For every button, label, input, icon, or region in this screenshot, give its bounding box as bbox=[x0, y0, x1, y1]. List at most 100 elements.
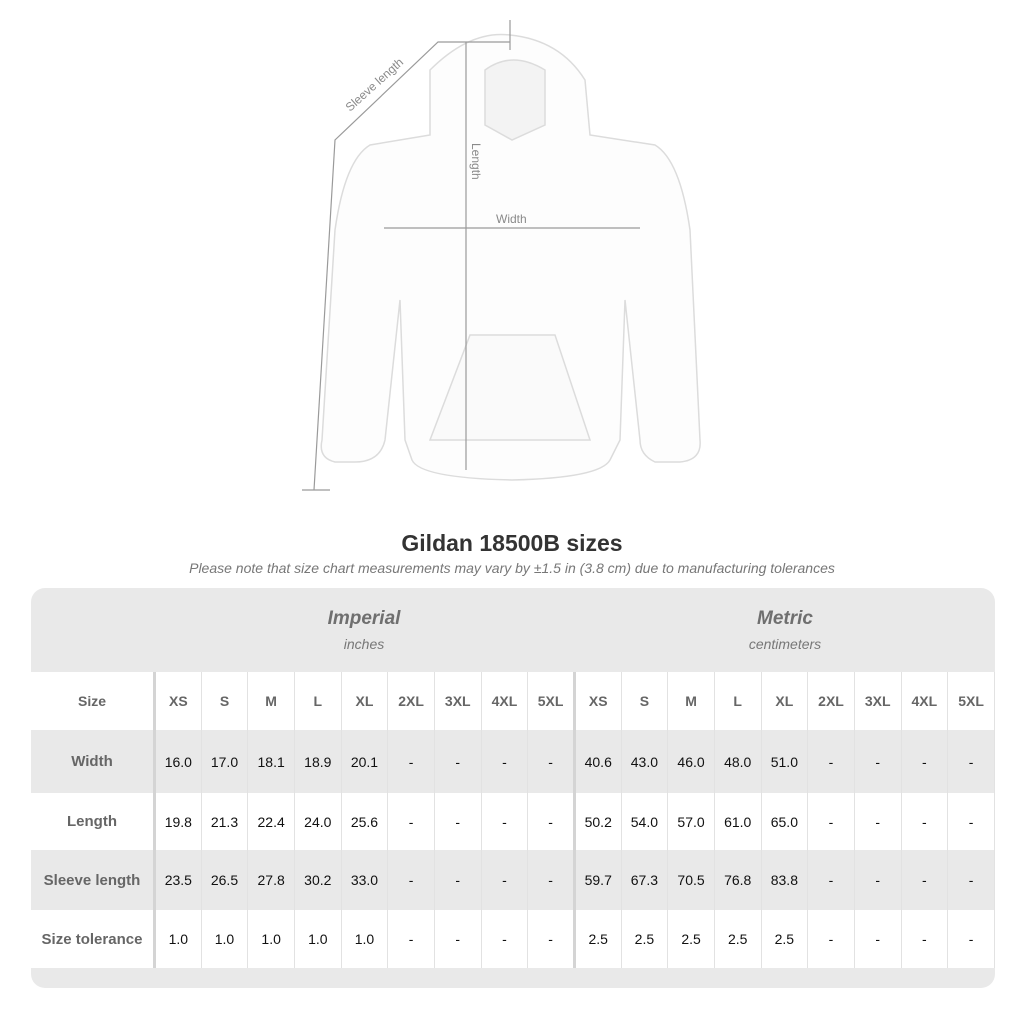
metric-size-header: M bbox=[667, 672, 715, 730]
metric-size-header: S bbox=[621, 672, 669, 730]
metric-value: - bbox=[854, 730, 902, 793]
chart-title: Gildan 18500B sizes bbox=[401, 530, 623, 556]
metric-value: 70.5 bbox=[667, 850, 715, 910]
metric-value: 46.0 bbox=[667, 730, 715, 793]
metric-value: 76.8 bbox=[714, 850, 762, 910]
imperial-value: - bbox=[434, 850, 482, 910]
imperial-value: 18.1 bbox=[247, 730, 295, 793]
size-table: Size XS S M L XL 2XL 3XL 4XL 5XL XS S M L XL 2XL 3XL 4XL 5… bbox=[31, 672, 995, 968]
imperial-size-header: 5XL bbox=[527, 672, 576, 730]
metric-value: - bbox=[947, 730, 995, 793]
imperial-value: 19.8 bbox=[154, 793, 202, 850]
imperial-value: - bbox=[527, 793, 576, 850]
imperial-value: 1.0 bbox=[247, 910, 295, 968]
imperial-value: - bbox=[481, 793, 529, 850]
imperial-value: 24.0 bbox=[294, 793, 342, 850]
imperial-value: - bbox=[434, 793, 482, 850]
size-header-row: Size XS S M L XL 2XL 3XL 4XL 5XL XS S M L XL 2XL 3XL 4XL 5… bbox=[31, 672, 995, 730]
metric-value: 2.5 bbox=[667, 910, 715, 968]
metric-value: - bbox=[947, 793, 995, 850]
metric-size-header: 5XL bbox=[947, 672, 995, 730]
table-row: Length 19.8 21.3 22.4 24.0 25.6- - - -50.2 54.0 57… bbox=[31, 793, 995, 850]
row-label: Size bbox=[31, 672, 156, 730]
imperial-value: - bbox=[527, 730, 576, 793]
metric-value: - bbox=[807, 910, 855, 968]
metric-value: 59.7 bbox=[574, 850, 622, 910]
imperial-value: 1.0 bbox=[341, 910, 389, 968]
imperial-value: 1.0 bbox=[294, 910, 342, 968]
metric-value: 54.0 bbox=[621, 793, 669, 850]
metric-value: 2.5 bbox=[574, 910, 622, 968]
metric-value: 67.3 bbox=[621, 850, 669, 910]
metric-value: 2.5 bbox=[621, 910, 669, 968]
table-row: Sleeve length 23.5 26.5 27.8 30.2 33.0- - - -59.… bbox=[31, 850, 995, 910]
imperial-value: 23.5 bbox=[154, 850, 202, 910]
imperial-value: 25.6 bbox=[341, 793, 389, 850]
imperial-value: 17.0 bbox=[201, 730, 249, 793]
table-row: Width 16.0 17.0 18.1 18.9 20.1- - - -40.6 43.0 46.… bbox=[31, 730, 995, 793]
imperial-value: - bbox=[387, 793, 435, 850]
metric-size-header: XL bbox=[761, 672, 809, 730]
metric-value: - bbox=[854, 793, 902, 850]
imperial-value: 26.5 bbox=[201, 850, 249, 910]
imperial-size-header: S bbox=[201, 672, 249, 730]
metric-value: 65.0 bbox=[761, 793, 809, 850]
size-chart: Imperial inches Metric centimeters Size X… bbox=[31, 588, 995, 988]
metric-size-header: 4XL bbox=[901, 672, 949, 730]
imperial-unit: Imperial bbox=[327, 608, 401, 629]
measurement-lines bbox=[302, 20, 640, 491]
metric-value: - bbox=[807, 850, 855, 910]
imperial-value: - bbox=[387, 910, 435, 968]
metric-size-header: XS bbox=[574, 672, 622, 730]
table-row: Size tolerance 1.0 1.0 1.0 1.0 1.0- - - -2.5 2.5 2… bbox=[31, 910, 995, 968]
metric-value: - bbox=[854, 850, 902, 910]
metric-value: - bbox=[901, 910, 949, 968]
imperial-value: - bbox=[434, 910, 482, 968]
imperial-value: 1.0 bbox=[154, 910, 202, 968]
metric-value: - bbox=[807, 793, 855, 850]
hoodie-illustration bbox=[320, 33, 701, 481]
length-label: Length bbox=[469, 143, 483, 180]
metric-value: 83.8 bbox=[761, 850, 809, 910]
metric-header: Metric centimeters bbox=[575, 588, 995, 672]
imperial-value: - bbox=[387, 850, 435, 910]
imperial-value: 1.0 bbox=[201, 910, 249, 968]
imperial-value: 27.8 bbox=[247, 850, 295, 910]
imperial-value: - bbox=[481, 850, 529, 910]
imperial-value: 18.9 bbox=[294, 730, 342, 793]
sleeve-length-label: Sleeve length bbox=[343, 55, 406, 114]
imperial-value: - bbox=[434, 730, 482, 793]
imperial-size-header: XL bbox=[341, 672, 389, 730]
metric-value: - bbox=[901, 793, 949, 850]
metric-value: 50.2 bbox=[574, 793, 622, 850]
metric-value: 57.0 bbox=[667, 793, 715, 850]
imperial-value: - bbox=[527, 910, 576, 968]
imperial-value: 16.0 bbox=[154, 730, 202, 793]
imperial-value: 21.3 bbox=[201, 793, 249, 850]
imperial-size-header: 3XL bbox=[434, 672, 482, 730]
imperial-value: - bbox=[387, 730, 435, 793]
metric-value: - bbox=[901, 850, 949, 910]
imperial-size-header: XS bbox=[154, 672, 202, 730]
width-label: Width bbox=[496, 212, 527, 226]
metric-value: - bbox=[807, 730, 855, 793]
imperial-value: - bbox=[481, 910, 529, 968]
metric-value: 48.0 bbox=[714, 730, 762, 793]
metric-value: - bbox=[947, 850, 995, 910]
metric-value: 61.0 bbox=[714, 793, 762, 850]
row-label: Size tolerance bbox=[31, 910, 156, 968]
imperial-value: - bbox=[481, 730, 529, 793]
imperial-header: Imperial inches bbox=[153, 588, 575, 672]
row-label: Sleeve length bbox=[31, 850, 156, 910]
imperial-size-header: M bbox=[247, 672, 295, 730]
row-label: Width bbox=[31, 730, 156, 793]
metric-size-header: L bbox=[714, 672, 762, 730]
metric-value: 51.0 bbox=[761, 730, 809, 793]
imperial-size-header: 2XL bbox=[387, 672, 435, 730]
hoodie-measurement-diagram: Sleeve length Length Width bbox=[302, 20, 701, 491]
metric-value: 2.5 bbox=[714, 910, 762, 968]
tolerance-note: Please note that size chart measurements… bbox=[189, 560, 835, 576]
imperial-value: 20.1 bbox=[341, 730, 389, 793]
metric-size-header: 3XL bbox=[854, 672, 902, 730]
metric-unit: Metric bbox=[757, 608, 813, 629]
